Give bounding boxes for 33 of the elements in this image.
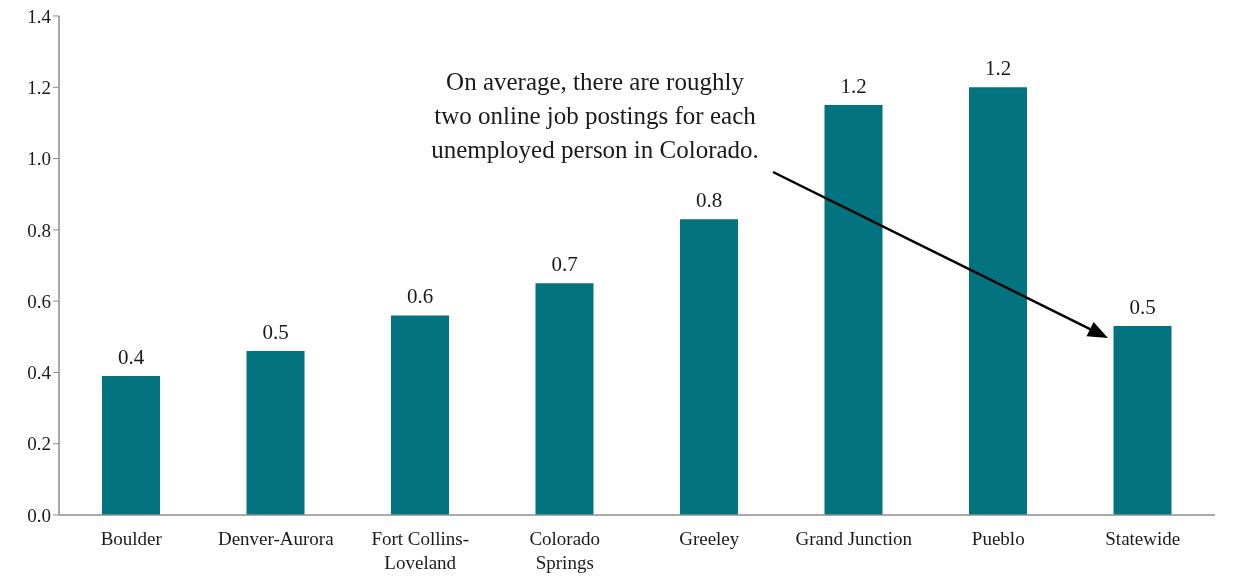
data-label: 0.6 (406, 284, 434, 309)
data-label: 1.2 (984, 56, 1012, 81)
x-tick-label: Pueblo (971, 528, 1025, 549)
annotation: On average, there are roughly two online job postings for each unemployed person in Colorado. (431, 68, 759, 163)
y-tick-label: 1.2 (27, 77, 51, 99)
bar (246, 351, 305, 515)
x-tick-label: Grand Junction (795, 528, 913, 549)
bar (1113, 326, 1172, 515)
x-tick-label: Fort Collins-Loveland (371, 528, 470, 573)
data-label: 0.5 (1129, 295, 1156, 320)
bar (680, 219, 738, 515)
y-tick-label: 0.6 (27, 290, 51, 312)
bar (824, 105, 883, 515)
y-tick-label: 1.0 (27, 148, 51, 170)
data-label: 0.5 (262, 320, 289, 345)
x-tick-label: Colorado Springs (529, 528, 601, 573)
x-tick-label: Greeley (679, 528, 740, 549)
y-tick-label: 0.4 (27, 362, 52, 384)
bar (535, 283, 594, 515)
data-label: 1.2 (840, 74, 867, 99)
y-tick-label: 1.4 (27, 5, 52, 27)
bar (969, 87, 1027, 515)
data-label: 0.7 (551, 252, 578, 277)
data-label: 0.8 (695, 188, 723, 213)
y-tick-label: 0.8 (27, 219, 51, 241)
y-tick-label: 0.0 (27, 504, 51, 526)
bar (102, 375, 160, 515)
data-label: 0.4 (117, 344, 145, 369)
x-tick-label: Statewide (1105, 528, 1181, 549)
bar (391, 315, 449, 515)
x-tick-label: Boulder (100, 528, 163, 549)
y-tick-label: 0.2 (27, 433, 51, 455)
x-tick-label: Denver-Aurora (217, 528, 335, 549)
